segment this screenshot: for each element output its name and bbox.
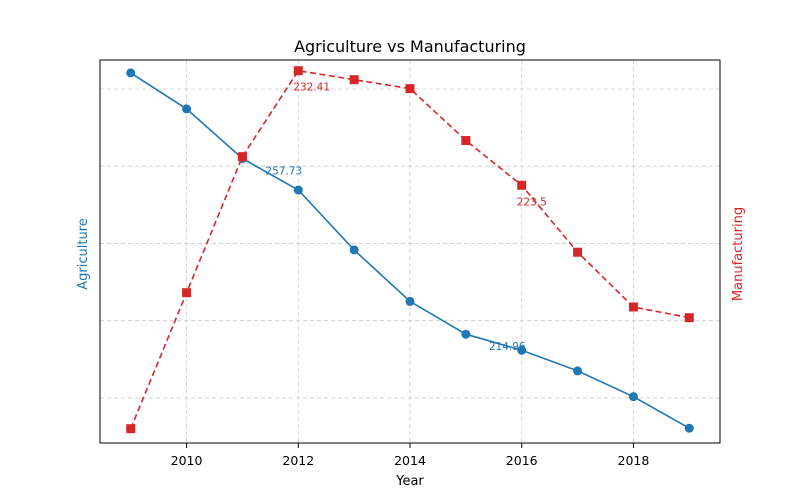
x-tick-label: 2010: [171, 453, 203, 468]
data-point-agriculture: [126, 68, 136, 78]
data-label-agriculture: 214.96: [489, 341, 526, 353]
data-point-manufacturing: [684, 313, 694, 323]
data-label-agriculture: 257.73: [265, 165, 302, 177]
x-tick-label: 2012: [282, 453, 314, 468]
data-point-agriculture: [405, 296, 415, 306]
data-point-manufacturing: [405, 84, 415, 94]
annotations: 257.73 214.96 232.41 223.5: [265, 82, 546, 353]
data-point-agriculture: [628, 392, 638, 402]
data-point-agriculture: [573, 366, 583, 376]
data-point-agriculture: [182, 104, 192, 114]
data-point-agriculture: [517, 345, 527, 355]
data-point-manufacturing: [293, 66, 303, 76]
data-point-agriculture: [684, 423, 694, 433]
x-tick-label: 2018: [618, 453, 650, 468]
series-line-manufacturing: [129, 69, 690, 430]
series-layer: [126, 66, 694, 434]
x-tick-label: 2016: [506, 453, 538, 468]
data-point-manufacturing: [126, 424, 136, 434]
data-point-manufacturing: [349, 75, 359, 85]
data-point-agriculture: [293, 185, 303, 195]
data-point-manufacturing: [573, 247, 583, 257]
right-y-axis-label: Manufacturing: [731, 207, 746, 301]
data-label-manufacturing: 232.41: [293, 82, 330, 94]
data-point-manufacturing: [461, 136, 471, 146]
data-point-manufacturing: [517, 180, 527, 190]
data-label-manufacturing: 223.5: [517, 196, 547, 208]
data-point-agriculture: [349, 245, 359, 255]
data-point-manufacturing: [182, 288, 192, 298]
x-tick-label: 2014: [394, 453, 426, 468]
chart-title: Agriculture vs Manufacturing: [294, 37, 526, 56]
x-axis-label: Year: [395, 474, 424, 489]
left-y-axis-label: Agriculture: [76, 218, 91, 290]
data-point-manufacturing: [628, 302, 638, 312]
data-point-manufacturing: [237, 152, 247, 162]
data-point-agriculture: [461, 329, 471, 339]
x-axis: 2010 2012 2014 2016 2018: [171, 443, 650, 468]
